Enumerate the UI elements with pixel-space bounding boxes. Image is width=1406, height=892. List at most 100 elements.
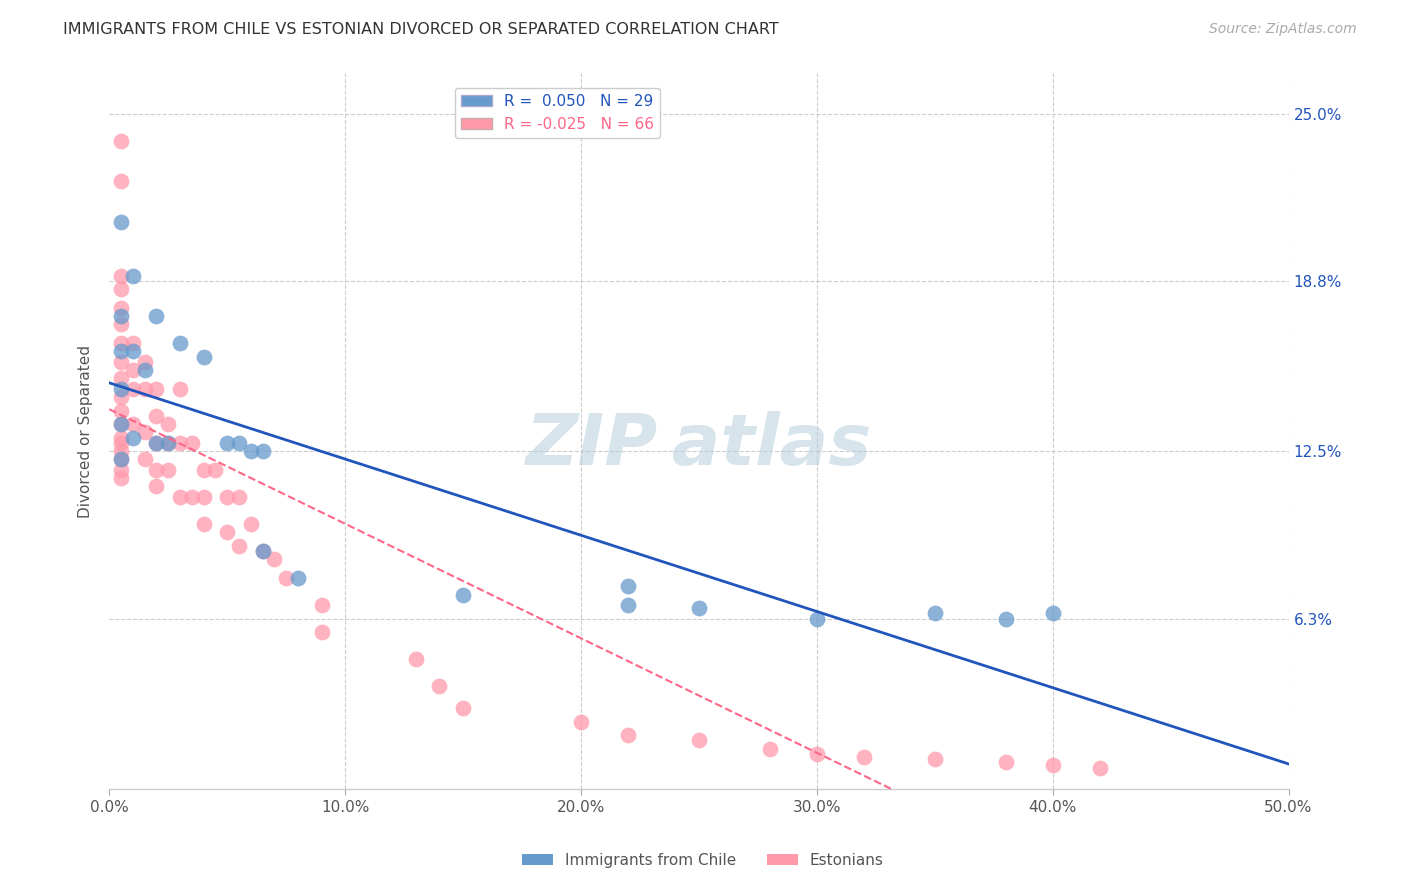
Point	[217, 436, 239, 450]
Point	[994, 612, 1017, 626]
Point	[110, 318, 132, 332]
Point	[311, 599, 333, 613]
Point	[121, 382, 143, 396]
Point	[617, 599, 640, 613]
Point	[204, 463, 226, 477]
Point	[145, 309, 167, 323]
Point	[145, 436, 167, 450]
Text: Source: ZipAtlas.com: Source: ZipAtlas.com	[1209, 22, 1357, 37]
Point	[688, 601, 710, 615]
Point	[134, 452, 156, 467]
Point	[193, 463, 215, 477]
Point	[193, 350, 215, 364]
Point	[252, 444, 274, 458]
Point	[239, 444, 262, 458]
Point	[924, 607, 946, 621]
Point	[110, 436, 132, 450]
Legend: Immigrants from Chile, Estonians: Immigrants from Chile, Estonians	[516, 847, 890, 873]
Point	[924, 752, 946, 766]
Point	[110, 382, 132, 396]
Point	[252, 544, 274, 558]
Point	[121, 336, 143, 351]
Point	[110, 404, 132, 418]
Point	[110, 282, 132, 296]
Point	[169, 436, 191, 450]
Point	[228, 490, 250, 504]
Point	[617, 579, 640, 593]
Point	[145, 382, 167, 396]
Point	[228, 539, 250, 553]
Point	[110, 214, 132, 228]
Point	[806, 612, 828, 626]
Point	[110, 471, 132, 485]
Point	[451, 701, 474, 715]
Point	[110, 417, 132, 432]
Point	[110, 336, 132, 351]
Point	[121, 268, 143, 283]
Point	[758, 741, 780, 756]
Point	[110, 463, 132, 477]
Point	[169, 336, 191, 351]
Point	[451, 588, 474, 602]
Text: IMMIGRANTS FROM CHILE VS ESTONIAN DIVORCED OR SEPARATED CORRELATION CHART: IMMIGRANTS FROM CHILE VS ESTONIAN DIVORC…	[63, 22, 779, 37]
Point	[145, 409, 167, 424]
Point	[228, 436, 250, 450]
Point	[853, 749, 876, 764]
Point	[217, 490, 239, 504]
Point	[263, 552, 285, 566]
Point	[169, 382, 191, 396]
Point	[110, 355, 132, 369]
Point	[110, 309, 132, 323]
Point	[145, 436, 167, 450]
Point	[145, 479, 167, 493]
Point	[110, 390, 132, 404]
Point	[110, 174, 132, 188]
Legend: R =  0.050   N = 29, R = -0.025   N = 66: R = 0.050 N = 29, R = -0.025 N = 66	[456, 87, 659, 137]
Point	[193, 490, 215, 504]
Point	[110, 452, 132, 467]
Point	[134, 425, 156, 440]
Point	[157, 417, 180, 432]
Point	[134, 363, 156, 377]
Point	[193, 517, 215, 532]
Point	[1088, 760, 1111, 774]
Point	[110, 268, 132, 283]
Point	[688, 733, 710, 747]
Point	[429, 680, 451, 694]
Point	[217, 525, 239, 540]
Point	[239, 517, 262, 532]
Point	[110, 301, 132, 315]
Point	[110, 431, 132, 445]
Point	[121, 344, 143, 359]
Point	[1042, 607, 1064, 621]
Point	[180, 490, 202, 504]
Text: ZIP atlas: ZIP atlas	[526, 411, 872, 480]
Point	[287, 571, 309, 585]
Point	[110, 452, 132, 467]
Point	[252, 544, 274, 558]
Point	[180, 436, 202, 450]
Point	[169, 490, 191, 504]
Point	[134, 382, 156, 396]
Point	[405, 652, 427, 666]
Y-axis label: Divorced or Separated: Divorced or Separated	[79, 344, 93, 517]
Point	[134, 355, 156, 369]
Point	[110, 134, 132, 148]
Point	[806, 747, 828, 761]
Point	[121, 431, 143, 445]
Point	[617, 728, 640, 742]
Point	[276, 571, 298, 585]
Point	[994, 755, 1017, 769]
Point	[110, 344, 132, 359]
Point	[157, 463, 180, 477]
Point	[569, 714, 592, 729]
Point	[110, 371, 132, 385]
Point	[311, 625, 333, 640]
Point	[1042, 757, 1064, 772]
Point	[157, 436, 180, 450]
Point	[157, 436, 180, 450]
Point	[121, 417, 143, 432]
Point	[110, 444, 132, 458]
Point	[145, 463, 167, 477]
Point	[121, 363, 143, 377]
